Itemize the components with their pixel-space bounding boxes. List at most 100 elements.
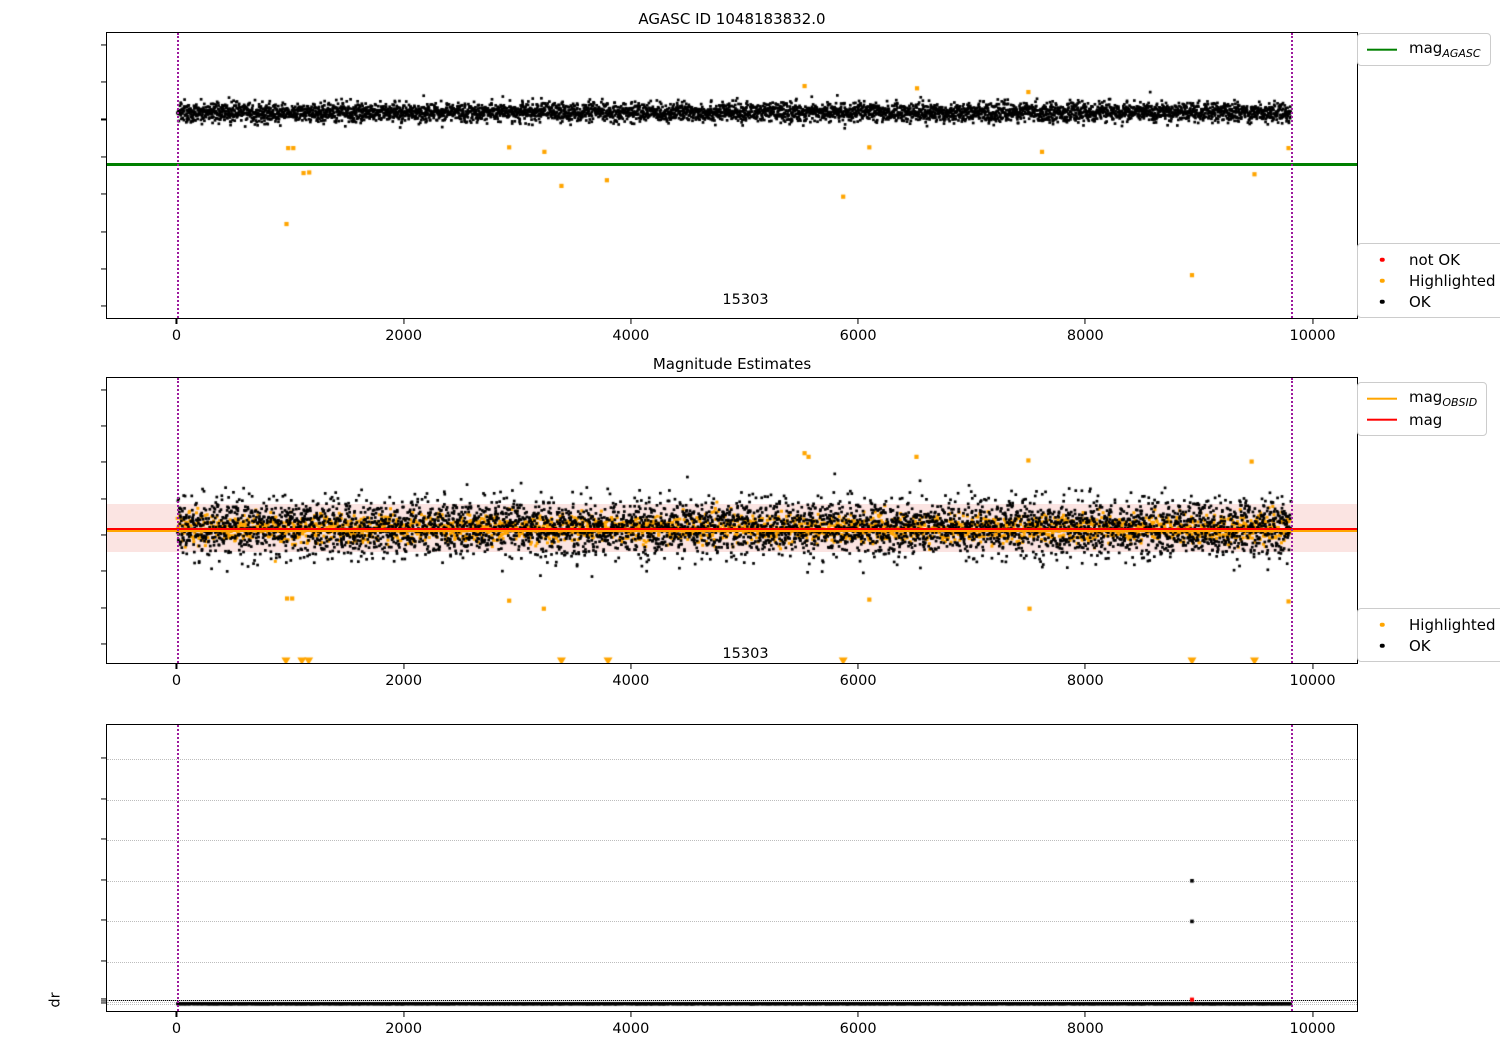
plot-area-panel1: 15303 <box>106 32 1358 319</box>
x-tick-mark <box>1312 319 1314 324</box>
y-tick-mark <box>101 838 106 840</box>
legend-item[interactable]: not OK <box>1365 249 1495 270</box>
obsid-start-line <box>177 33 180 318</box>
x-tick-label: 6000 <box>839 673 877 689</box>
x-tick-label: 0 <box>171 1021 182 1037</box>
y-tick-mark <box>101 960 106 962</box>
x-tick-label: 0 <box>171 673 182 689</box>
scatter-points-panel2 <box>107 378 1357 663</box>
x-tick-mark <box>1084 319 1086 324</box>
x-tick-mark <box>1312 664 1314 669</box>
y-tick-mark <box>101 44 106 46</box>
x-tick-label: 10000 <box>1289 328 1336 344</box>
x-tick-label: 4000 <box>612 328 650 344</box>
plot-area-panel2: 15303 <box>106 377 1358 664</box>
x-tick-label: 4000 <box>612 673 650 689</box>
legend-item[interactable]: Highlighted <box>1365 270 1495 291</box>
mag-obsid-line <box>107 530 1357 533</box>
obsid-annotation: 15303 <box>722 646 769 663</box>
x-tick-mark <box>403 664 405 669</box>
legend-item[interactable]: OK <box>1365 635 1495 656</box>
legend-item-label: Highlighted <box>1409 615 1496 634</box>
y-tick-mark <box>101 193 106 195</box>
x-tick-mark <box>1084 664 1086 669</box>
y-tick-mark <box>101 118 106 120</box>
legend-item-label: magOBSID <box>1409 388 1478 409</box>
x-tick-mark <box>630 319 632 324</box>
y-tick-mark <box>101 389 106 391</box>
legend-item[interactable]: magOBSID <box>1365 388 1477 409</box>
legend-dot-swatch <box>1365 295 1399 309</box>
x-tick-mark <box>403 1012 405 1017</box>
legend-item[interactable]: OK <box>1365 291 1495 312</box>
obsid-end-line <box>1290 33 1293 318</box>
x-tick-mark <box>403 319 405 324</box>
obsid-end-line <box>1290 725 1293 1011</box>
x-tick-label: 6000 <box>839 328 877 344</box>
y-tick-mark <box>101 461 106 463</box>
x-tick-mark <box>175 319 177 324</box>
legend-dot-swatch <box>1365 639 1399 653</box>
x-tick-label: 2000 <box>385 1021 423 1037</box>
legend-line-swatch <box>1365 43 1399 57</box>
y-tick-mark <box>101 268 106 270</box>
x-tick-label: 10000 <box>1289 1021 1336 1037</box>
y-tick-mark <box>101 643 106 645</box>
panel2-title: Magnitude Estimates <box>652 355 812 373</box>
y-tick-mark <box>101 757 106 759</box>
x-tick-label: 8000 <box>1066 328 1104 344</box>
legend-item[interactable]: magAGASC <box>1365 39 1481 60</box>
legend-lines-panel2[interactable]: magOBSID mag <box>1357 382 1488 436</box>
legend-item[interactable]: Highlighted <box>1365 614 1495 635</box>
x-tick-mark <box>857 1012 859 1017</box>
y-tick-mark <box>101 81 106 83</box>
x-tick-label: 6000 <box>839 1021 877 1037</box>
legend-item[interactable]: mag <box>1365 409 1477 430</box>
y-tick-mark <box>101 998 106 1000</box>
legend-line-swatch <box>1365 392 1399 406</box>
x-tick-label: 8000 <box>1066 1021 1104 1037</box>
legend-item-label: Highlighted <box>1409 271 1496 290</box>
x-tick-mark <box>630 664 632 669</box>
y-tick-mark <box>101 156 106 158</box>
x-tick-mark <box>857 664 859 669</box>
x-tick-mark <box>1084 1012 1086 1017</box>
x-tick-label: 2000 <box>385 673 423 689</box>
x-tick-mark <box>175 1012 177 1017</box>
scatter-points-panel1 <box>107 33 1357 318</box>
x-tick-mark <box>1312 1012 1314 1017</box>
x-tick-label: 10000 <box>1289 673 1336 689</box>
scatter-points-panel3 <box>107 725 1357 1011</box>
y-tick-mark <box>101 919 106 921</box>
x-tick-label: 4000 <box>612 1021 650 1037</box>
x-tick-label: 2000 <box>385 328 423 344</box>
obsid-annotation: 15303 <box>722 292 769 309</box>
legend-item-label: OK <box>1409 292 1431 311</box>
y-tick-mark <box>101 1000 106 1002</box>
legend-item-label: mag <box>1409 410 1443 429</box>
y-tick-mark <box>101 879 106 881</box>
page-title: AGASC ID 1048183832.0 <box>638 10 826 28</box>
x-tick-label: 8000 <box>1066 673 1104 689</box>
legend-markers-panel2[interactable]: Highlighted OK <box>1357 608 1500 662</box>
legend-lines-panel1[interactable]: magAGASC <box>1357 33 1491 66</box>
legend-dot-swatch <box>1365 253 1399 267</box>
legend-item-label: not OK <box>1409 250 1460 269</box>
plot-area-panel3 <box>106 724 1358 1012</box>
legend-markers-panel1[interactable]: not OK Highlighted OK <box>1357 243 1500 318</box>
x-tick-label: 0 <box>171 328 182 344</box>
y-tick-mark <box>101 798 106 800</box>
legend-dot-swatch <box>1365 618 1399 632</box>
y-tick-mark <box>101 305 106 307</box>
legend-item-label: OK <box>1409 636 1431 655</box>
y-tick-mark <box>101 607 106 609</box>
y-tick-mark <box>101 498 106 500</box>
mag-line <box>107 528 1357 531</box>
y-tick-mark <box>101 534 106 536</box>
x-tick-mark <box>630 1012 632 1017</box>
x-tick-mark <box>175 664 177 669</box>
y-tick-mark <box>101 1002 106 1004</box>
legend-line-swatch <box>1365 413 1399 427</box>
obsid-start-line <box>177 378 180 663</box>
